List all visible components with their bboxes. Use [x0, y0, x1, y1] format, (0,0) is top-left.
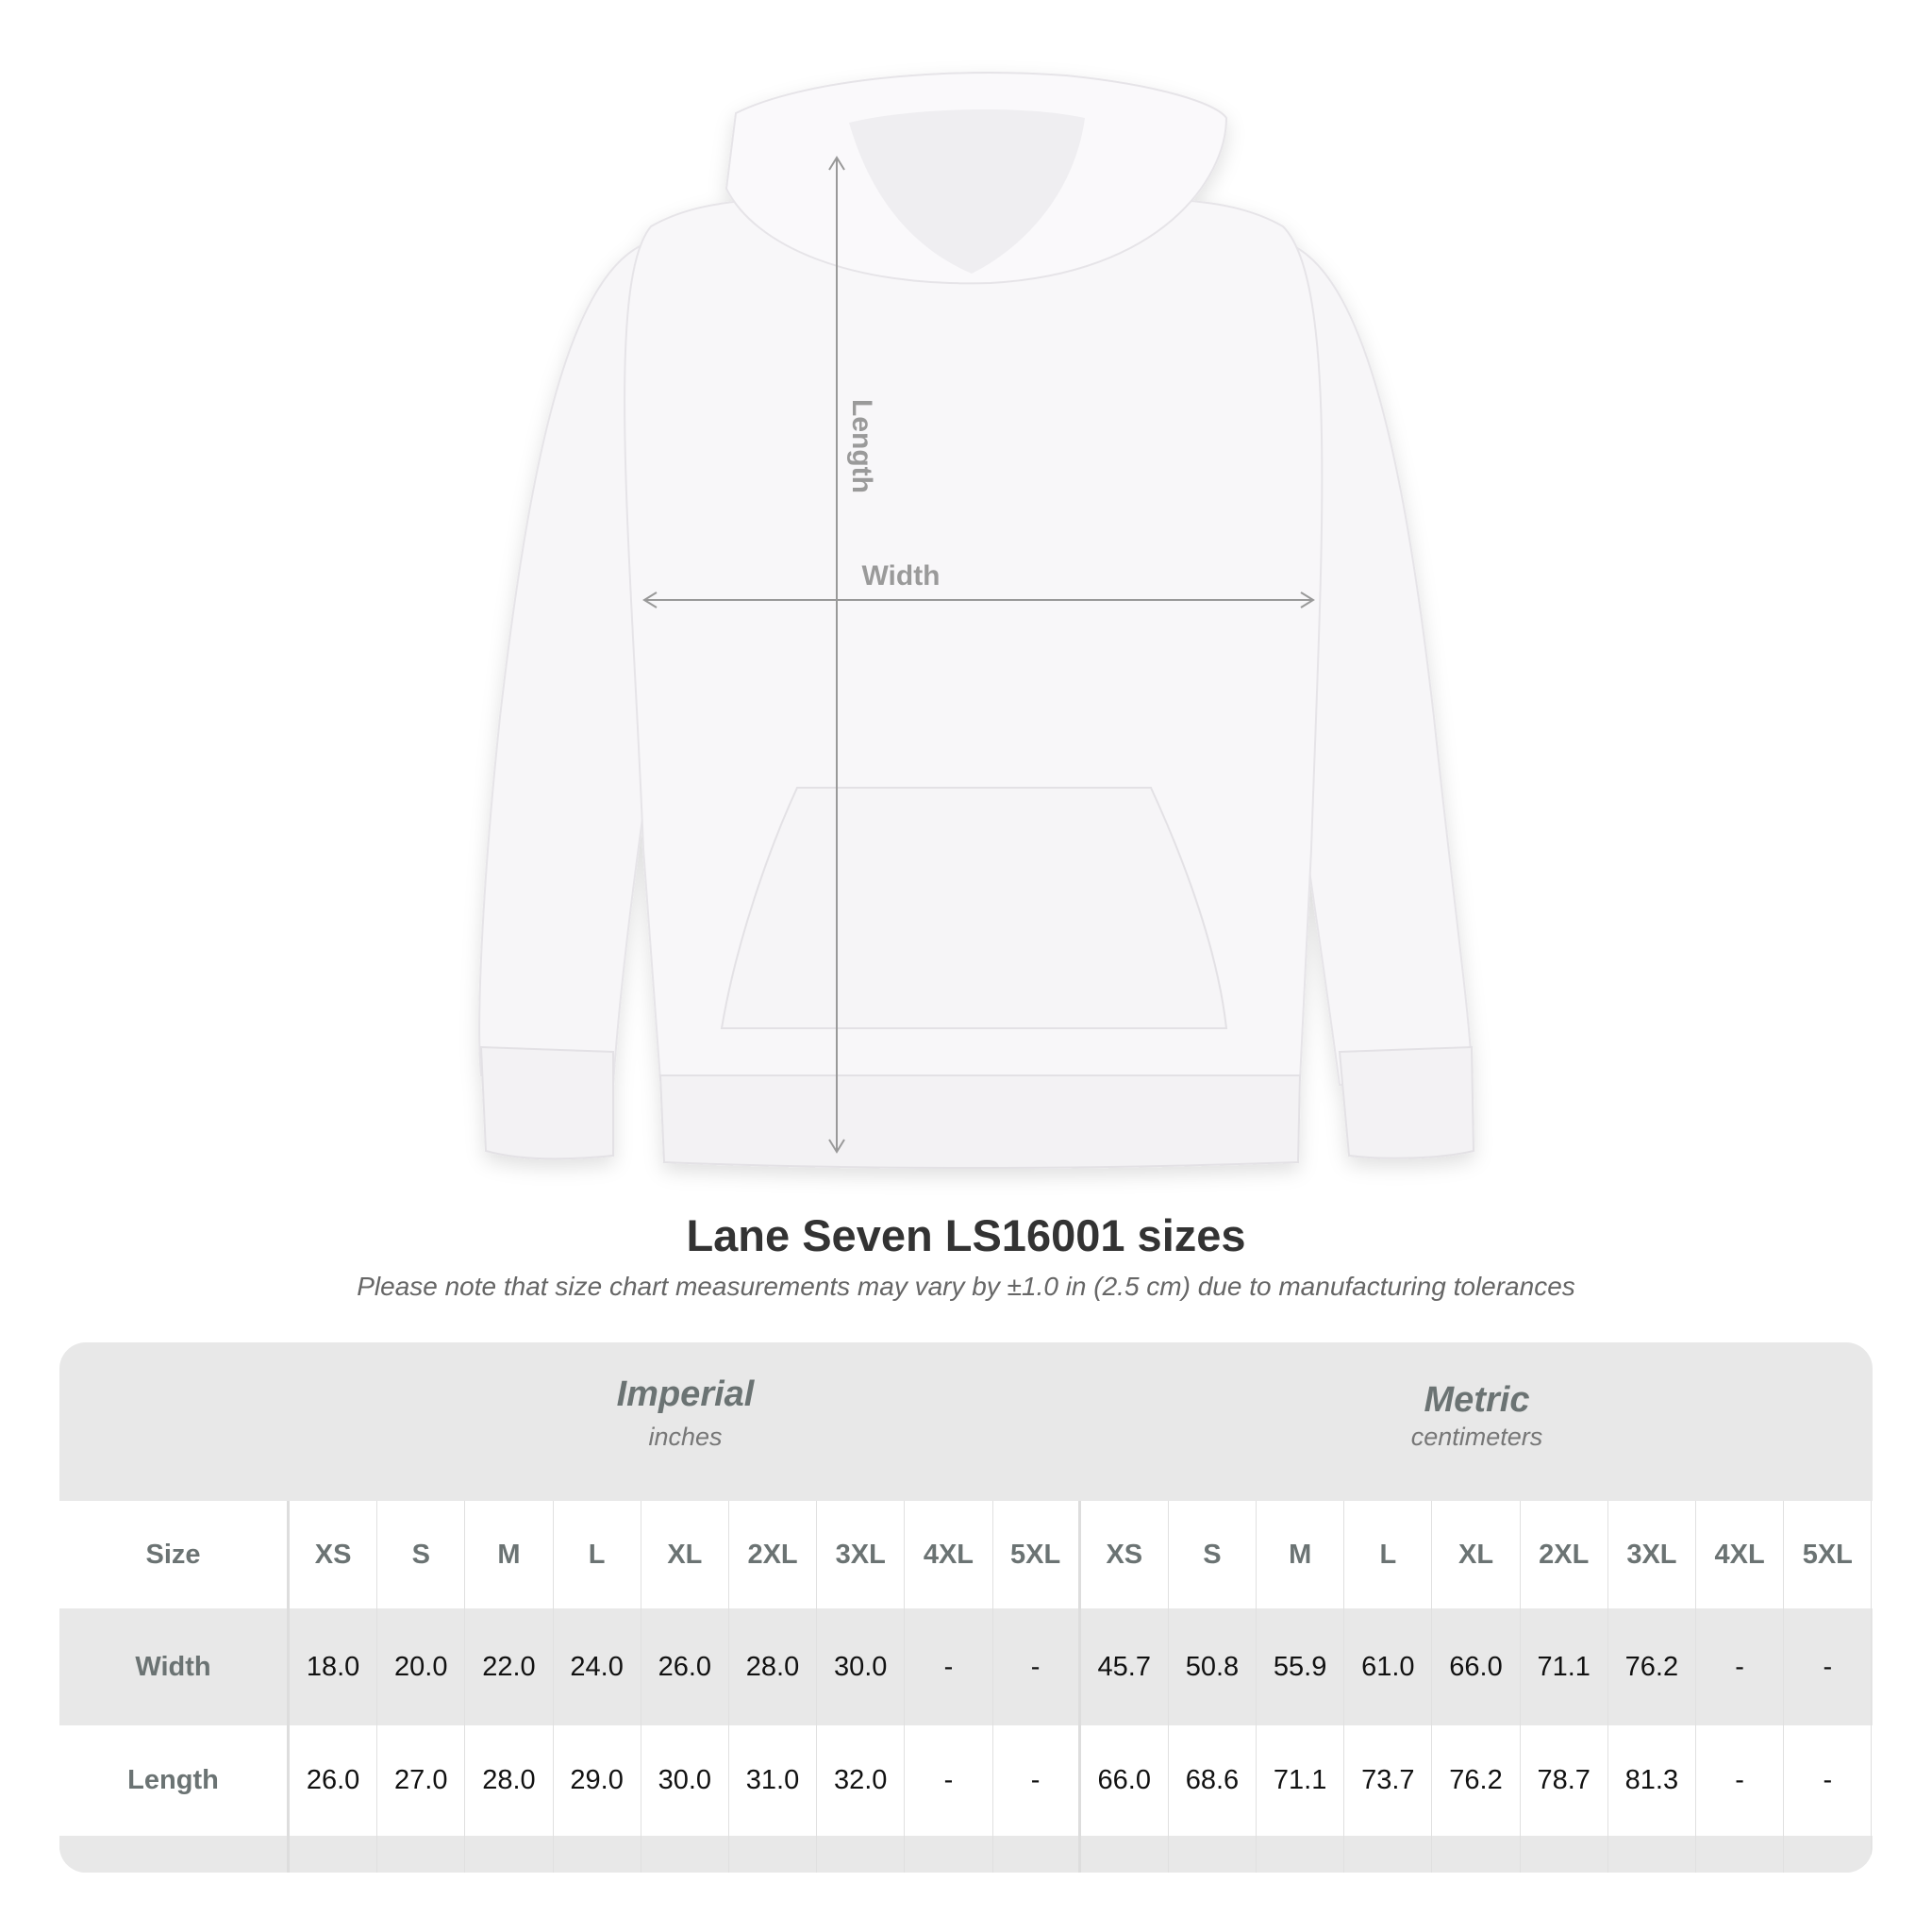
- metric-size-header: S: [1169, 1501, 1257, 1608]
- imperial-value-cell: 20.0: [377, 1608, 466, 1725]
- metric-value-cell: -: [1696, 1608, 1785, 1725]
- tolerance-note: Please note that size chart measurements…: [357, 1272, 1575, 1301]
- empty-cell: [1257, 1836, 1345, 1873]
- metric-value-cell: 66.0: [1432, 1608, 1521, 1725]
- metric-value-cell: 55.9: [1257, 1608, 1345, 1725]
- imperial-value-cell: 22.0: [465, 1608, 554, 1725]
- imperial-value-cell: -: [905, 1725, 993, 1836]
- empty-cell: [1521, 1836, 1608, 1873]
- size-table: Imperial inches Metric centimeters Size X…: [59, 1342, 1873, 1873]
- empty-cell: [641, 1836, 729, 1873]
- metric-value-cell: 45.7: [1081, 1608, 1169, 1725]
- empty-cell: [1081, 1836, 1169, 1873]
- empty-cell: [1608, 1836, 1696, 1873]
- empty-cell: [1696, 1836, 1785, 1873]
- metric-value-cell: 81.3: [1608, 1725, 1696, 1836]
- metric-size-header: 3XL: [1608, 1501, 1696, 1608]
- metric-value-cell: 76.2: [1432, 1725, 1521, 1836]
- table-row-blank: [59, 1836, 1873, 1873]
- table-row: Width 18.0 20.0 22.0 24.0 26.0 28.0 30.0- -45.7 5…: [59, 1608, 1873, 1725]
- metric-size-header: L: [1344, 1501, 1433, 1608]
- imperial-value-cell: 18.0: [290, 1608, 378, 1725]
- imperial-value-cell: 31.0: [729, 1725, 818, 1836]
- imperial-title: Imperial: [616, 1374, 755, 1414]
- metric-value-cell: 66.0: [1081, 1725, 1169, 1836]
- empty-cell: [377, 1836, 466, 1873]
- empty-cell: [1344, 1836, 1433, 1873]
- metric-value-cell: 71.1: [1257, 1725, 1345, 1836]
- empty-cell: [817, 1836, 906, 1873]
- empty-cell: [465, 1836, 554, 1873]
- length-label: Length: [846, 399, 877, 493]
- row-label: Size: [59, 1501, 290, 1608]
- empty-cell: [1784, 1836, 1873, 1873]
- metric-title: Metric: [1424, 1380, 1530, 1420]
- metric-size-header: XL: [1432, 1501, 1521, 1608]
- imperial-size-header: XL: [641, 1501, 729, 1608]
- empty-cell: [554, 1836, 641, 1873]
- metric-size-header: 5XL: [1784, 1501, 1873, 1608]
- metric-value-cell: 68.6: [1169, 1725, 1257, 1836]
- imperial-value-cell: 28.0: [465, 1725, 554, 1836]
- metric-value-cell: 50.8: [1169, 1608, 1257, 1725]
- metric-value-cell: 76.2: [1608, 1608, 1696, 1725]
- metric-value-cell: -: [1784, 1608, 1873, 1725]
- metric-size-header: XS: [1081, 1501, 1169, 1608]
- size-header-row: Size XS S M L XL 2XL 3XL 4XL 5XL XS S M L XL 2XL 3XL 4XL 5…: [59, 1501, 1873, 1608]
- row-label: Length: [59, 1725, 290, 1836]
- imperial-value-cell: 28.0: [729, 1608, 818, 1725]
- metric-value-cell: 78.7: [1521, 1725, 1608, 1836]
- metric-unit: centimeters: [1410, 1423, 1543, 1451]
- imperial-unit: inches: [648, 1423, 723, 1451]
- metric-size-header: M: [1257, 1501, 1345, 1608]
- width-label: Width: [861, 560, 940, 591]
- imperial-value-cell: 27.0: [377, 1725, 466, 1836]
- row-label: [59, 1836, 290, 1873]
- metric-value-cell: 61.0: [1344, 1608, 1433, 1725]
- imperial-size-header: 2XL: [729, 1501, 818, 1608]
- table-row: Length 26.0 27.0 28.0 29.0 30.0 31.0 32.0- -66.0…: [59, 1725, 1873, 1836]
- imperial-header: Imperial inches: [290, 1342, 1081, 1501]
- empty-cell: [905, 1836, 993, 1873]
- imperial-value-cell: -: [993, 1608, 1081, 1725]
- imperial-size-header: 4XL: [905, 1501, 993, 1608]
- measurement-arrows: [642, 156, 1315, 1154]
- imperial-value-cell: 24.0: [554, 1608, 641, 1725]
- metric-value-cell: -: [1784, 1725, 1873, 1836]
- imperial-size-header: L: [554, 1501, 641, 1608]
- metric-value-cell: 73.7: [1344, 1725, 1433, 1836]
- empty-cell: [993, 1836, 1081, 1873]
- imperial-size-header: 3XL: [817, 1501, 906, 1608]
- imperial-size-header: M: [465, 1501, 554, 1608]
- row-label: Width: [59, 1608, 290, 1725]
- hoodie-diagram: Width Length: [478, 71, 1475, 1169]
- imperial-value-cell: 26.0: [641, 1608, 729, 1725]
- imperial-value-cell: 26.0: [290, 1725, 378, 1836]
- empty-cell: [729, 1836, 818, 1873]
- imperial-size-header: 5XL: [993, 1501, 1081, 1608]
- imperial-size-header: S: [377, 1501, 466, 1608]
- empty-cell: [290, 1836, 378, 1873]
- imperial-value-cell: 30.0: [641, 1725, 729, 1836]
- metric-value-cell: 71.1: [1521, 1608, 1608, 1725]
- imperial-value-cell: 30.0: [817, 1608, 906, 1725]
- metric-header: Metric centimeters: [1081, 1342, 1873, 1501]
- page-title: Lane Seven LS16001 sizes: [686, 1210, 1246, 1260]
- imperial-value-cell: -: [993, 1725, 1081, 1836]
- hoodie-image: [478, 71, 1475, 1169]
- empty-cell: [1432, 1836, 1521, 1873]
- imperial-value-cell: -: [905, 1608, 993, 1725]
- imperial-value-cell: 29.0: [554, 1725, 641, 1836]
- imperial-size-header: XS: [290, 1501, 378, 1608]
- metric-size-header: 4XL: [1696, 1501, 1785, 1608]
- imperial-value-cell: 32.0: [817, 1725, 906, 1836]
- metric-size-header: 2XL: [1521, 1501, 1608, 1608]
- metric-value-cell: -: [1696, 1725, 1785, 1836]
- empty-cell: [1169, 1836, 1257, 1873]
